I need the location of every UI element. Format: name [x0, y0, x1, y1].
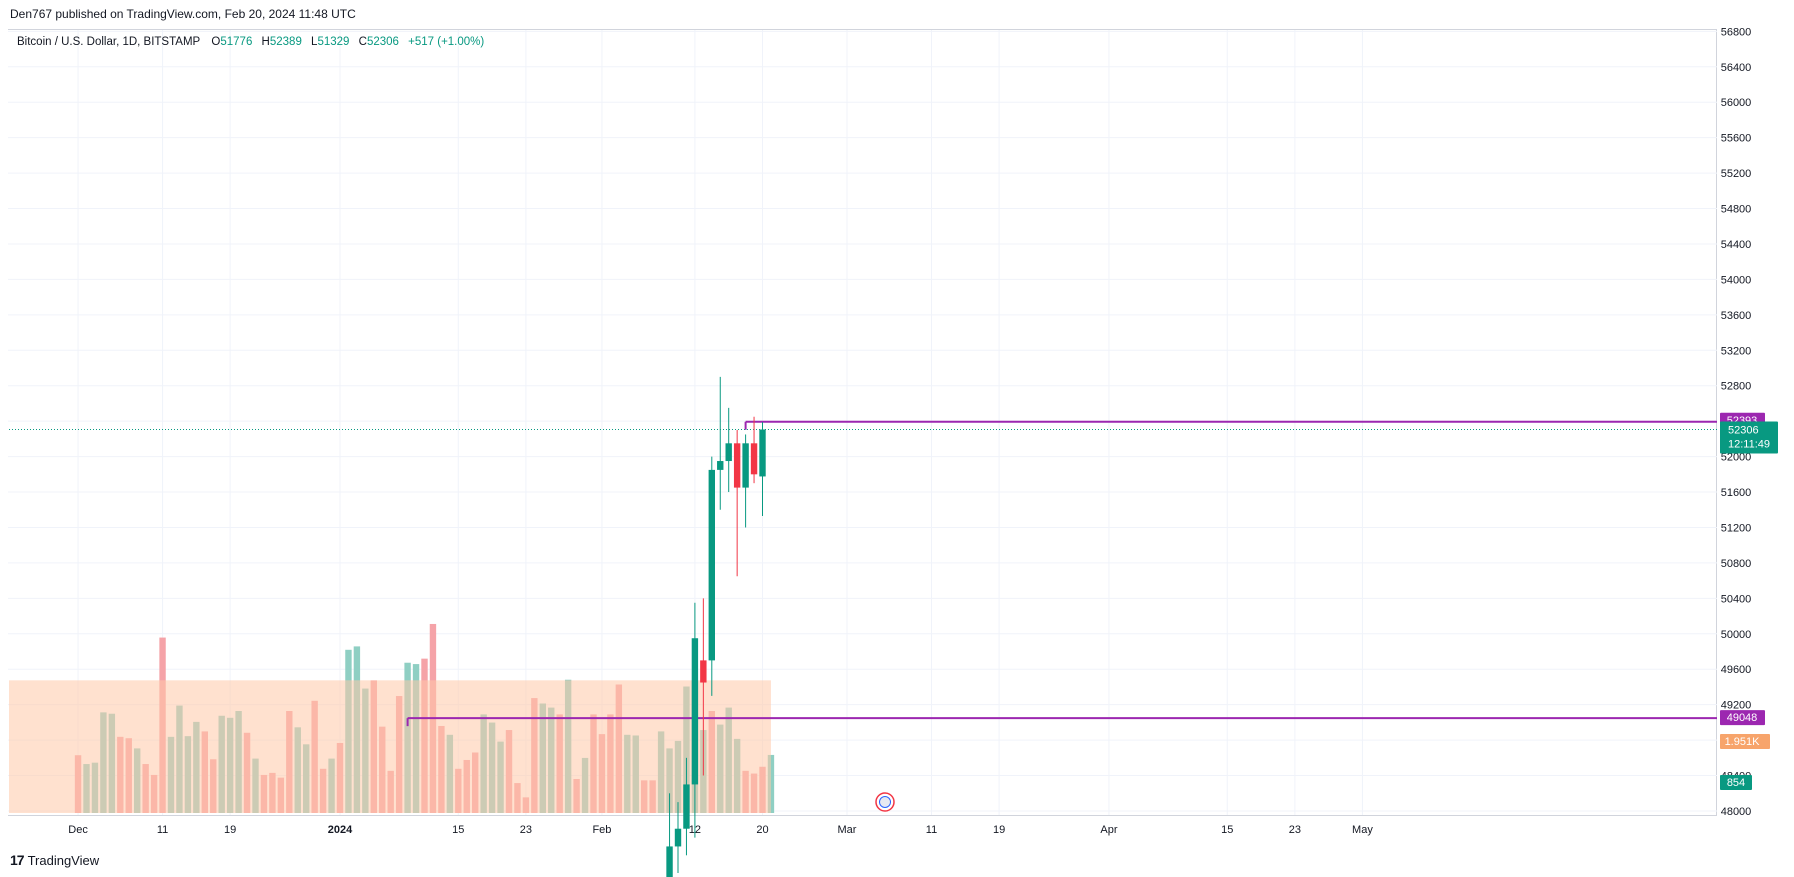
symbol-legend: Bitcoin / U.S. Dollar, 1D, BITSTAMP O517… [17, 36, 484, 48]
price-tick-label: 49600 [1721, 664, 1752, 676]
low-key: L [311, 36, 318, 48]
time-tick-label: 11 [157, 824, 168, 836]
price-tick-label: 54400 [1721, 239, 1752, 251]
high-value: 52389 [269, 36, 302, 48]
time-axis: Dec 11 19 2024 15 23 Feb 12 20 Mar 11 19 Apr 15 23 May [68, 824, 1373, 836]
time-tick-label: 19 [224, 824, 236, 836]
price-tick-label: 52800 [1721, 381, 1752, 393]
volume-ma-label: 1.951K [1725, 736, 1761, 748]
high-key: H [261, 36, 270, 48]
last-price-bg [1720, 421, 1778, 454]
candle-body [733, 443, 741, 488]
price-tick-label: 56400 [1721, 62, 1752, 74]
low-value: 51329 [317, 36, 350, 48]
tradingview-logo-icon: 17 [10, 852, 25, 868]
volume-label: 854 [1727, 777, 1745, 789]
time-tick-label: 2024 [328, 824, 353, 836]
candle-body [700, 660, 707, 683]
time-tick-label: 19 [993, 824, 1005, 836]
close-value: 52306 [366, 36, 399, 48]
level-label-49048-bg [1720, 710, 1765, 726]
time-tick-label: 11 [926, 824, 937, 836]
price-tick-label: 55200 [1721, 168, 1752, 180]
candlesticks [666, 376, 766, 877]
price-tick-label: 50000 [1721, 629, 1752, 641]
open-value: 51776 [220, 36, 253, 48]
price-tick-label: 53600 [1721, 310, 1752, 322]
time-tick-label: 20 [756, 824, 768, 836]
volume-label-bg [1720, 775, 1752, 790]
candle-body [759, 429, 766, 477]
candle-body [742, 443, 749, 488]
open-key: O [211, 36, 221, 48]
time-tick-label: 15 [1221, 824, 1233, 836]
candle-body [666, 846, 673, 877]
countdown-label: 12:11:49 [1728, 438, 1770, 450]
price-tick-label: 52000 [1721, 452, 1752, 464]
close-key: C [358, 36, 367, 48]
price-tick-label: 50800 [1721, 558, 1752, 570]
price-tick-label: 51600 [1721, 487, 1752, 499]
event-flag-inner [879, 796, 891, 808]
price-tick-label: 53200 [1721, 345, 1752, 357]
time-tick-label: Apr [1100, 824, 1117, 836]
time-tick-label: Feb [592, 824, 611, 836]
published-text: Den767 published on TradingView.com, Feb… [10, 7, 356, 21]
time-tick-label: 23 [520, 824, 532, 836]
candle-body [717, 461, 724, 470]
candle-body [725, 443, 732, 462]
events-icon [875, 792, 895, 812]
price-tick-label: 55600 [1721, 133, 1752, 145]
price-tick-label: 49200 [1721, 700, 1752, 712]
volume-ma-label-bg [1720, 734, 1770, 749]
time-tick-label: Dec [68, 824, 88, 836]
price-tick-label: 54800 [1721, 204, 1752, 216]
time-tick-label: Mar [838, 824, 857, 836]
candle-body [683, 784, 690, 829]
candle-body [691, 638, 699, 785]
time-tick-label: 23 [1289, 824, 1301, 836]
horizontal-levels [9, 420, 1717, 727]
price-tick-label: 50400 [1721, 593, 1752, 605]
time-tick-label: May [1352, 824, 1373, 836]
time-tick-label: 15 [452, 824, 464, 836]
time-tick-label: 12 [689, 824, 701, 836]
volume-ma-fill [9, 680, 771, 813]
volume-ma-area [9, 680, 771, 813]
candle-body [750, 443, 758, 475]
candle-body [674, 828, 682, 847]
price-tick-label: 54000 [1721, 274, 1752, 286]
last-price-label: 52306 [1728, 424, 1759, 436]
price-tick-label: 51200 [1721, 522, 1752, 534]
level-label-49048: 49048 [1727, 712, 1758, 724]
footer: 17 TradingView [10, 852, 99, 868]
price-tick-label: 56800 [1721, 26, 1752, 38]
symbol-title: Bitcoin / U.S. Dollar, 1D, BITSTAMP [17, 36, 201, 48]
brand-name[interactable]: TradingView [27, 852, 100, 868]
price-tick-label: 56000 [1721, 97, 1752, 109]
change-value: +517 (+1.00%) [408, 36, 485, 48]
price-tick-label: 48000 [1721, 806, 1752, 818]
candle-body [708, 469, 715, 661]
